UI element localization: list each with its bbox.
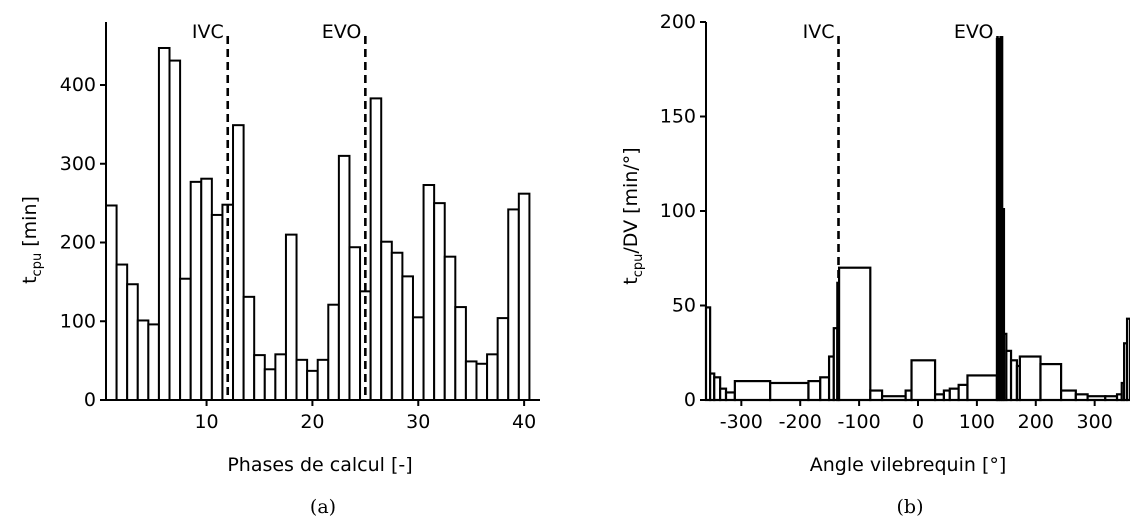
panel-b-ytick-label-150: 150 <box>660 106 696 128</box>
panel-b-ivc-label: IVC <box>803 21 835 43</box>
panel-a-xlabel: Phases de calcul [-] <box>227 454 412 476</box>
panel-a-bar-0 <box>105 204 118 401</box>
panel-a-ytick-label-200: 200 <box>60 232 96 254</box>
panel-b-annotations: IVC EVO <box>803 21 999 400</box>
panel-b-bars <box>704 36 1130 402</box>
panel-a-bar-31 <box>433 202 446 401</box>
panel-b-ytick-label-100: 100 <box>660 200 696 222</box>
panel-a-bar-6 <box>168 59 182 402</box>
panel-b-ylabel-unit: /DV [min/°] <box>620 147 642 253</box>
panel-b-ylabel-main: t <box>620 277 642 284</box>
panel-a-ylabel-sub: cpu <box>30 253 45 277</box>
panel-a-xtick-label-30: 30 <box>406 411 430 433</box>
panel-a-evo-label: EVO <box>322 21 362 43</box>
panel-b-ytick-label-0: 0 <box>684 389 696 411</box>
panel-a-bar-39 <box>517 192 531 401</box>
panel-a-caption: (a) <box>310 496 336 518</box>
panel-b-axes: 0 50 100 150 200 -300 -200 -100 0 100 200 300 <box>660 11 1130 433</box>
panel-b-bar-8 <box>819 376 831 402</box>
panel-b-bar-4 <box>724 391 736 402</box>
panel-b-caption: (b) <box>897 496 924 518</box>
panel-a-bar-9 <box>200 177 213 401</box>
panel-a-bar-5 <box>157 46 171 402</box>
panel-a-bar-3 <box>136 319 150 401</box>
panel-a-ivc-label: IVC <box>192 21 224 43</box>
panel-b-bar-30 <box>1018 355 1042 402</box>
panel-a-bar-27 <box>390 251 404 401</box>
panel-a-annotations: IVC EVO <box>192 21 367 400</box>
panel-a-bar-35 <box>475 362 489 401</box>
panel-a-bar-30 <box>422 184 436 401</box>
panel-a-bar-23 <box>348 246 362 401</box>
panel-a-bar-28 <box>401 275 414 401</box>
panel-a-bar-16 <box>274 353 287 402</box>
panel-b-bar-5 <box>733 380 772 402</box>
panel-a-xtick-label-20: 20 <box>300 411 324 433</box>
panel-a-ylabel-unit: [min] <box>19 196 41 253</box>
panel-a-xtick-label-40: 40 <box>512 411 536 433</box>
panel-a-bar-32 <box>443 255 457 401</box>
panel-b-ylabel-sub: cpu <box>631 254 646 278</box>
panel-a-bar-8 <box>189 180 203 401</box>
panel-b-bar-7 <box>807 380 822 402</box>
panel-a-bar-15 <box>263 368 277 402</box>
panel-b-bar-31 <box>1039 362 1063 402</box>
panel-a-ytick-label-300: 300 <box>60 153 96 175</box>
panel-a-bar-33 <box>454 306 467 402</box>
panel-a-bar-10 <box>210 213 224 401</box>
panel-a-bar-1 <box>115 263 129 401</box>
panel-a-bar-14 <box>253 354 266 401</box>
panel-b: 0 50 100 150 200 -300 -200 -100 0 100 200 300 IVC EV… <box>620 11 1130 518</box>
panel-a-bar-25 <box>369 97 383 401</box>
panel-a-axes: 0 100 200 300 400 10 20 30 40 <box>60 22 540 433</box>
panel-b-xtick-label--300: -300 <box>720 411 763 433</box>
panel-b-xtick-label--100: -100 <box>838 411 881 433</box>
panel-a-bar-17 <box>284 233 298 401</box>
panel-b-xlabel: Angle vilebrequin [°] <box>810 454 1007 476</box>
panel-a-bar-37 <box>496 317 510 402</box>
panel-b-xtick-label-200: 200 <box>1018 411 1054 433</box>
panel-b-ytick-label-200: 200 <box>660 11 696 33</box>
panel-a-bar-26 <box>380 240 393 401</box>
panel-b-bar-16 <box>910 359 937 402</box>
panel-a-ytick-label-400: 400 <box>60 74 96 96</box>
panel-b-bar-19 <box>948 387 960 402</box>
panel-b-evo-label: EVO <box>954 21 994 43</box>
panel-a-bar-18 <box>295 358 309 401</box>
panel-a-ylabel: tcpu [min] <box>19 196 45 284</box>
panel-b-bar-20 <box>957 383 969 402</box>
panel-b-xtick-label-0: 0 <box>912 411 924 433</box>
panel-b-xtick-label-100: 100 <box>959 411 995 433</box>
panel-a-bar-21 <box>327 303 340 401</box>
panel-a-bar-38 <box>507 208 520 401</box>
panel-a-xtick-label-10: 10 <box>194 411 218 433</box>
panel-a-bar-20 <box>316 358 330 401</box>
panel-a-bar-2 <box>126 283 139 401</box>
panel-a-bar-34 <box>464 360 478 402</box>
panel-b-bar-21 <box>966 374 999 402</box>
panel-a-bar-7 <box>179 277 192 402</box>
panel-b-xtick-label-300: 300 <box>1077 411 1113 433</box>
panel-b-ylabel: tcpu/DV [min/°] <box>620 147 646 284</box>
panel-b-bar-13 <box>869 389 884 402</box>
panel-a-ytick-label-100: 100 <box>60 310 96 332</box>
panel-a-ytick-label-0: 0 <box>84 389 96 411</box>
panel-b-ytick-label-50: 50 <box>672 295 696 317</box>
panel-a-bar-19 <box>306 369 319 401</box>
panel-a-bar-12 <box>232 124 245 401</box>
panel-a-bar-4 <box>147 323 160 401</box>
panel-b-bar-12 <box>837 266 872 402</box>
panel-b-bar-32 <box>1059 389 1077 402</box>
panel-a-bar-13 <box>242 295 256 401</box>
panel-a-ylabel-main: t <box>19 276 41 283</box>
panel-b-bar-6 <box>769 381 810 402</box>
panel-a-bar-36 <box>486 353 499 402</box>
panel-a-bar-22 <box>337 154 351 401</box>
panel-b-xtick-label--200: -200 <box>779 411 822 433</box>
panel-a-bar-24 <box>359 290 372 402</box>
panel-a: 0 100 200 300 400 10 20 30 40 IVC EVO Phases de c… <box>19 21 540 518</box>
panel-a-bars <box>105 46 531 402</box>
panel-a-bar-29 <box>411 316 425 401</box>
